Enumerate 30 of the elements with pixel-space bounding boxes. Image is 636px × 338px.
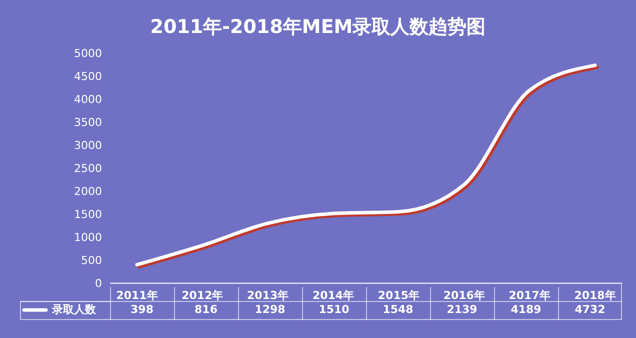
y-tick-label: 0: [95, 276, 102, 290]
y-tick-label: 4500: [74, 70, 102, 83]
data-label: 2139: [446, 302, 478, 318]
y-tick-label: 4000: [74, 92, 102, 106]
y-tick-label: 2500: [74, 162, 102, 175]
x-tick-label: 2011年: [116, 288, 158, 302]
x-tick-label: 2016年: [443, 288, 485, 302]
data-label: 4189: [510, 302, 542, 318]
y-tick-label: 5000: [74, 46, 102, 60]
data-label: 816: [194, 302, 218, 318]
data-label: 4732: [574, 302, 606, 318]
y-tick-label: 2000: [74, 184, 102, 198]
x-tick-label: 2018年: [574, 288, 616, 302]
data-label: 1298: [254, 302, 286, 318]
y-tick-label: 1000: [74, 230, 102, 244]
line-series: [135, 64, 597, 266]
data-label: 398: [130, 302, 154, 318]
x-tick-label: 2012年: [182, 288, 224, 302]
x-tick-label: 2015年: [378, 288, 420, 302]
x-tick-label: 2014年: [312, 288, 354, 302]
chart-title: 2011年-2018年MEM录取人数趋势图: [149, 15, 487, 40]
data-label: 1510: [318, 302, 350, 318]
y-tick-label: 3500: [74, 116, 102, 129]
x-tick-label: 2017年: [508, 288, 550, 302]
data-label: 1548: [382, 302, 414, 318]
x-tick-label: 2013年: [247, 288, 289, 302]
y-tick-label: 1500: [74, 208, 102, 221]
y-tick-label: 500: [81, 254, 102, 267]
legend-label: 录取人数: [52, 302, 96, 318]
y-tick-label: 3000: [74, 138, 102, 152]
